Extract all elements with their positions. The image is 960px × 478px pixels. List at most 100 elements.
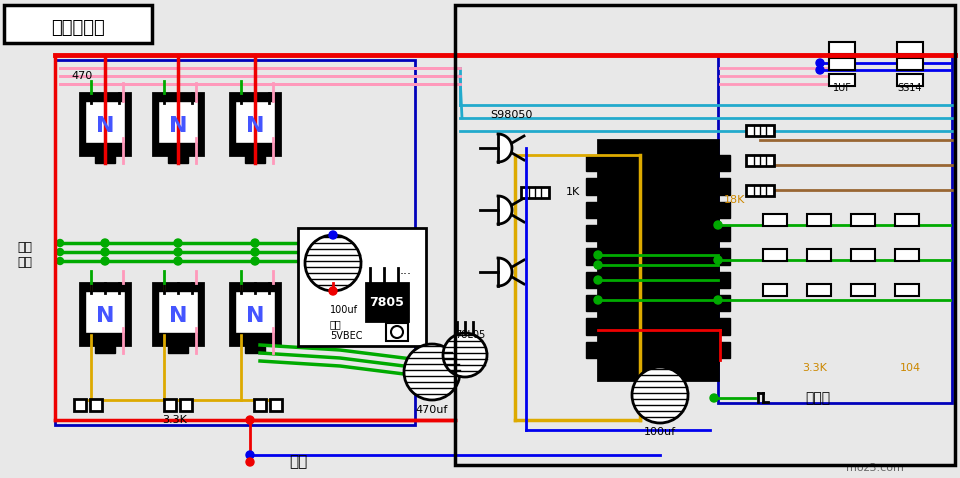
Circle shape [174,257,182,265]
Circle shape [57,239,63,247]
Bar [245,155,265,163]
Bar [153,93,203,155]
Bar [895,284,919,296]
Circle shape [710,394,718,402]
Text: ...: ... [400,263,412,276]
Bar [586,342,598,358]
Bar [254,399,266,411]
Bar [746,124,774,135]
Bar [455,5,955,465]
Circle shape [443,333,487,377]
Text: 470uf: 470uf [416,405,448,415]
Text: 470: 470 [71,71,92,81]
Bar [851,249,875,261]
Text: 3.3K: 3.3K [162,415,187,425]
Circle shape [391,326,403,338]
Bar [180,399,192,411]
Circle shape [101,248,109,256]
Bar [298,228,426,346]
Text: 输出: 输出 [330,319,342,329]
Bar [718,178,730,195]
Bar [718,249,730,265]
Text: 1UF: 1UF [832,83,852,93]
Text: N: N [96,306,114,326]
Circle shape [101,239,109,247]
Bar [586,318,598,335]
Bar [235,291,275,333]
Text: 电池: 电池 [289,455,307,469]
Bar [366,283,408,321]
Bar [586,225,598,241]
Circle shape [714,221,722,229]
Bar [807,249,831,261]
Bar [586,155,598,171]
Bar [158,291,198,333]
Circle shape [816,66,824,74]
Bar [55,60,415,425]
Text: 100uf: 100uf [330,305,358,315]
Circle shape [246,451,254,459]
Circle shape [251,239,259,247]
Bar [718,225,730,241]
Bar [763,284,787,296]
Circle shape [101,257,109,265]
Bar [718,202,730,218]
Bar [718,342,730,358]
Circle shape [246,416,254,424]
Circle shape [714,256,722,264]
Text: 7805: 7805 [370,295,404,308]
Bar [586,295,598,311]
Circle shape [594,276,602,284]
Bar [386,323,408,341]
Bar [851,214,875,226]
Bar [80,93,130,155]
Bar [4,5,152,43]
Bar [235,101,275,143]
Polygon shape [498,258,512,286]
Bar [829,74,855,86]
Bar [897,74,923,86]
Bar [270,399,282,411]
Bar [829,42,855,54]
Text: S98050: S98050 [490,110,533,120]
Bar [746,185,774,196]
Text: 5VBEC: 5VBEC [330,331,363,341]
Bar [521,186,549,197]
Bar [895,249,919,261]
Bar [168,155,188,163]
Bar [586,272,598,288]
Circle shape [305,235,361,291]
Bar [718,155,730,171]
Bar [95,155,115,163]
Text: 104: 104 [900,363,921,373]
Text: N: N [246,116,264,136]
Circle shape [251,248,259,256]
Text: 无刷
电机: 无刷 电机 [17,241,33,269]
Bar [245,345,265,353]
Bar [153,283,203,345]
Bar [598,140,718,380]
Bar [718,295,730,311]
Text: 背面焊接图: 背面焊接图 [51,19,105,37]
Circle shape [174,239,182,247]
Bar [807,214,831,226]
Text: 3.3K: 3.3K [803,363,828,373]
Bar [74,399,86,411]
Bar [168,345,188,353]
Bar [763,249,787,261]
Circle shape [174,248,182,256]
Text: SS14: SS14 [898,83,923,93]
Bar [895,214,919,226]
Bar [829,58,855,70]
Bar [90,399,102,411]
Bar [586,178,598,195]
Text: 100uf: 100uf [644,427,676,437]
Bar [230,93,280,155]
Circle shape [57,258,63,264]
Text: N: N [246,306,264,326]
Bar [164,399,176,411]
Text: N: N [96,116,114,136]
Circle shape [57,249,63,256]
Text: N: N [169,116,187,136]
Bar [586,202,598,218]
